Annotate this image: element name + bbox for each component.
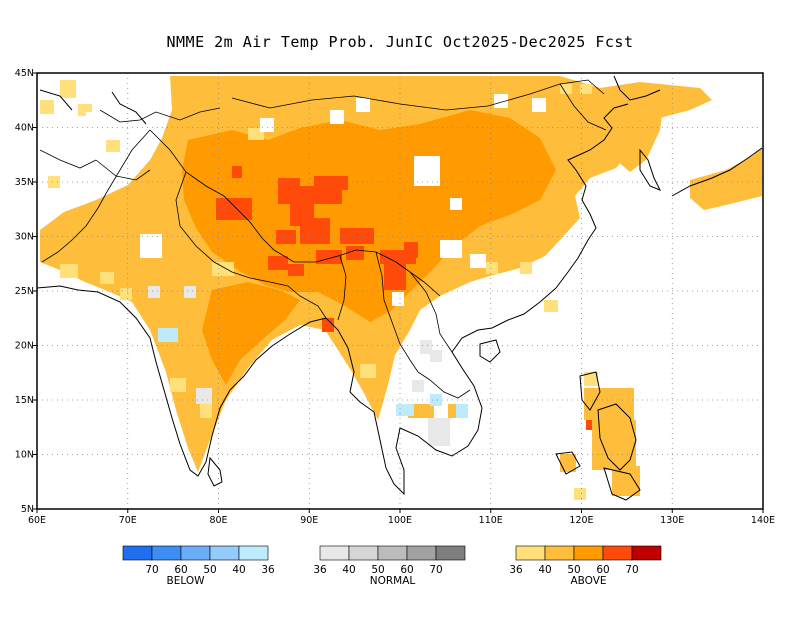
legend-swatch bbox=[238, 545, 269, 561]
longitude-axis: 60E 70E 80E 90E 100E 110E 120E 130E 140E bbox=[28, 509, 775, 526]
legend-above: 36 40 50 60 70 ABOVE bbox=[509, 545, 662, 587]
probability-shading bbox=[40, 76, 762, 500]
normal-36-40-cells bbox=[148, 286, 450, 446]
y-tick-label: 35N bbox=[15, 177, 34, 188]
x-tick-label: 140E bbox=[751, 515, 775, 526]
legend-tick-label: 36 bbox=[313, 564, 327, 576]
x-tick-label: 110E bbox=[479, 515, 503, 526]
y-tick-label: 45N bbox=[15, 68, 34, 79]
y-tick-label: 40N bbox=[15, 123, 34, 134]
legend-category-label: ABOVE bbox=[570, 575, 606, 587]
legend-swatch bbox=[377, 545, 408, 561]
x-tick-label: 70E bbox=[119, 515, 137, 526]
y-tick-label: 10N bbox=[15, 450, 34, 461]
x-tick-label: 90E bbox=[300, 515, 318, 526]
legend-tick-label: 60 bbox=[174, 564, 187, 576]
legend-tick-label: 50 bbox=[371, 564, 384, 576]
legend-tick-label: 60 bbox=[596, 564, 609, 576]
above-40-50-islands bbox=[408, 96, 762, 496]
legend-tick-label: 70 bbox=[429, 564, 442, 576]
legend-swatch bbox=[631, 545, 662, 561]
legend-tick-label: 70 bbox=[625, 564, 638, 576]
y-tick-label: 5N bbox=[21, 504, 34, 515]
legend-tick-label: 40 bbox=[232, 564, 245, 576]
above-50-60-india bbox=[202, 282, 300, 385]
legend-tick-label: 70 bbox=[145, 564, 158, 576]
country-borders bbox=[39, 79, 607, 399]
legend-swatch bbox=[435, 545, 466, 561]
legend-swatch bbox=[602, 545, 633, 561]
legend-category-label: NORMAL bbox=[370, 575, 416, 587]
legend-swatch bbox=[319, 545, 350, 561]
legend-tick-label: 36 bbox=[509, 564, 523, 576]
coastlines bbox=[37, 75, 763, 501]
legend-tick-label: 60 bbox=[400, 564, 413, 576]
legend-tick-label: 40 bbox=[538, 564, 551, 576]
y-tick-label: 20N bbox=[15, 341, 34, 352]
legend-category-label: BELOW bbox=[167, 575, 206, 587]
legend-swatch bbox=[515, 545, 546, 561]
legend-tick-label: 50 bbox=[203, 564, 216, 576]
y-tick-label: 30N bbox=[15, 232, 34, 243]
legend-swatch bbox=[180, 545, 211, 561]
legend-swatch bbox=[348, 545, 379, 561]
map-title: NMME 2m Air Temp Prob. JunIC Oct2025-Dec… bbox=[166, 33, 634, 51]
y-tick-label: 15N bbox=[15, 395, 34, 406]
x-tick-label: 120E bbox=[569, 515, 593, 526]
legend-swatch bbox=[406, 545, 437, 561]
x-tick-label: 60E bbox=[28, 515, 46, 526]
legend-swatch bbox=[573, 545, 604, 561]
legend-swatch bbox=[122, 545, 153, 561]
x-tick-label: 100E bbox=[388, 515, 412, 526]
lat-lon-grid bbox=[37, 73, 763, 509]
legend-normal: 36 40 50 60 70 NORMAL bbox=[313, 545, 466, 587]
legend-tick-label: 36 bbox=[261, 564, 275, 576]
legend-swatch bbox=[151, 545, 182, 561]
legend-swatch bbox=[544, 545, 575, 561]
x-tick-label: 130E bbox=[660, 515, 684, 526]
no-signal-cells bbox=[48, 94, 546, 306]
legend-tick-label: 50 bbox=[567, 564, 580, 576]
latitude-axis: 45N 40N 35N 30N 25N 20N 15N 10N 5N bbox=[15, 68, 37, 515]
legend-swatch bbox=[209, 545, 240, 561]
y-tick-label: 25N bbox=[15, 286, 34, 297]
legend-below: 70 60 50 40 36 BELOW bbox=[122, 545, 275, 587]
x-tick-label: 80E bbox=[209, 515, 227, 526]
below-36-40-cells bbox=[158, 328, 468, 418]
legend-tick-label: 40 bbox=[342, 564, 355, 576]
